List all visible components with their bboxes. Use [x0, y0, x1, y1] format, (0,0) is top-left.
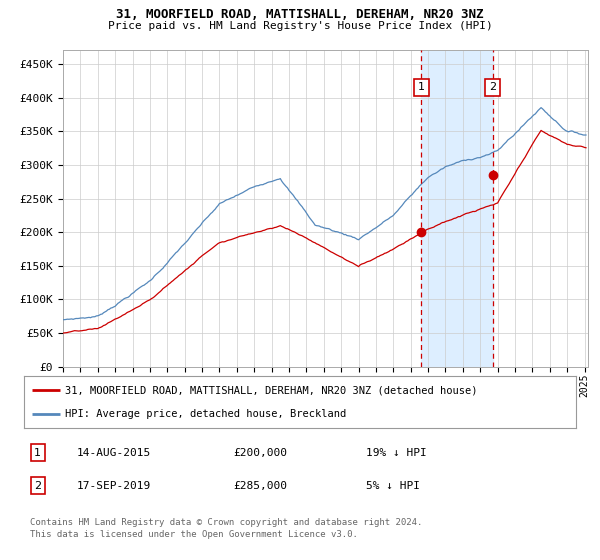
Text: £200,000: £200,000: [234, 447, 288, 458]
Text: Price paid vs. HM Land Registry's House Price Index (HPI): Price paid vs. HM Land Registry's House …: [107, 21, 493, 31]
Text: Contains HM Land Registry data © Crown copyright and database right 2024.: Contains HM Land Registry data © Crown c…: [29, 517, 422, 526]
Text: 2: 2: [34, 481, 41, 491]
Text: 1: 1: [418, 82, 425, 92]
Text: 1: 1: [34, 447, 41, 458]
Text: HPI: Average price, detached house, Breckland: HPI: Average price, detached house, Brec…: [65, 409, 347, 419]
Bar: [421, 50, 493, 367]
Text: 2: 2: [489, 82, 496, 92]
Text: This data is licensed under the Open Government Licence v3.0.: This data is licensed under the Open Gov…: [29, 530, 358, 539]
Text: £285,000: £285,000: [234, 481, 288, 491]
Text: 19% ↓ HPI: 19% ↓ HPI: [366, 447, 427, 458]
Text: 17-SEP-2019: 17-SEP-2019: [76, 481, 151, 491]
Text: 14-AUG-2015: 14-AUG-2015: [76, 447, 151, 458]
Text: 31, MOORFIELD ROAD, MATTISHALL, DEREHAM, NR20 3NZ (detached house): 31, MOORFIELD ROAD, MATTISHALL, DEREHAM,…: [65, 385, 478, 395]
Text: 31, MOORFIELD ROAD, MATTISHALL, DEREHAM, NR20 3NZ: 31, MOORFIELD ROAD, MATTISHALL, DEREHAM,…: [116, 8, 484, 21]
Text: 5% ↓ HPI: 5% ↓ HPI: [366, 481, 420, 491]
